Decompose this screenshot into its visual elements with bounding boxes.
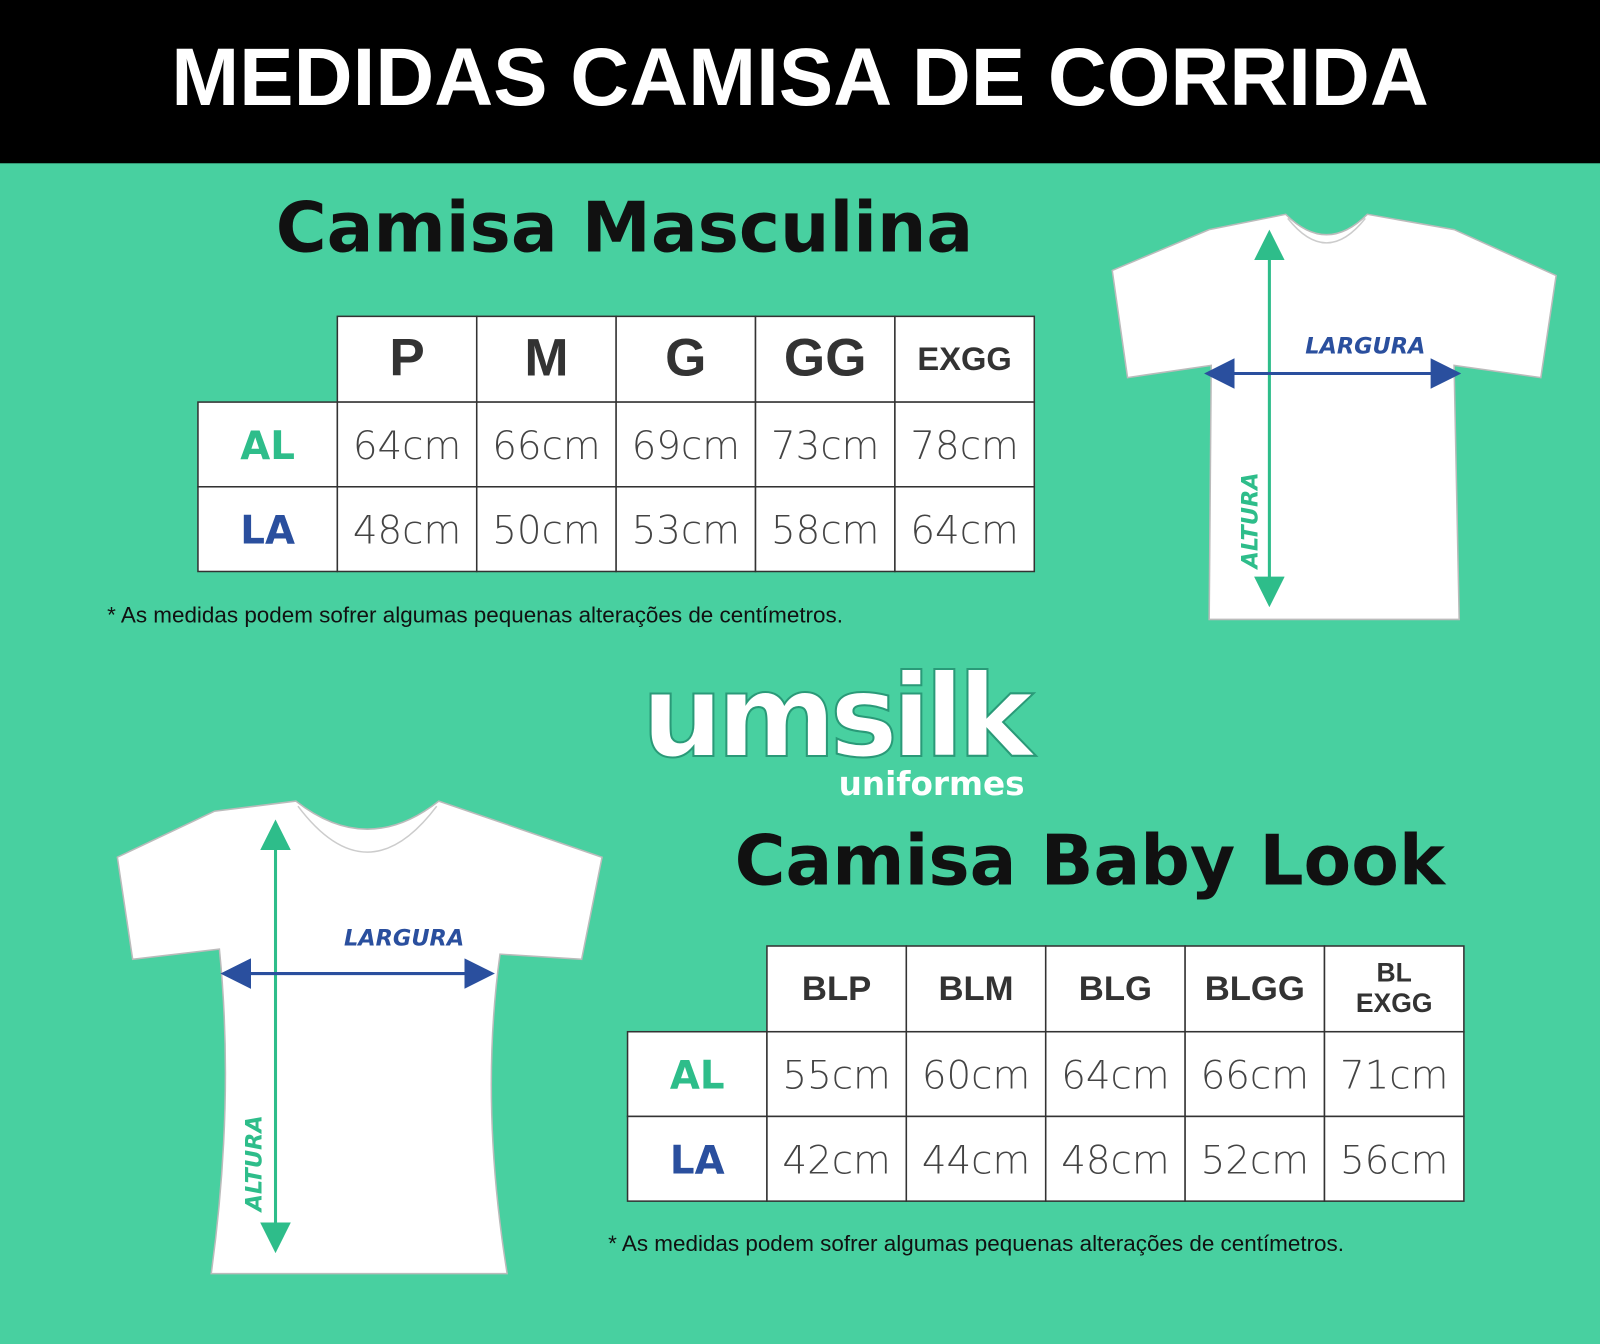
- height-label: ALTURA: [1238, 472, 1264, 570]
- measurement: 58cm: [771, 509, 879, 554]
- value-cell: [615, 486, 757, 573]
- width-label: LARGURA: [344, 925, 464, 951]
- measurement: 73cm: [771, 424, 879, 469]
- logo-tagline: uniformes: [839, 765, 1025, 803]
- header-cell: [754, 315, 896, 403]
- value-cell: [1044, 1115, 1186, 1202]
- value-cell: [1044, 1030, 1186, 1118]
- shirt-diagram-men: LARGURA ALTURA: [1111, 213, 1557, 621]
- measurement: 50cm: [492, 509, 600, 554]
- measurement: 44cm: [922, 1138, 1030, 1183]
- header-title: MEDIDAS CAMISA DE CORRIDA: [171, 32, 1429, 123]
- measurement: 55cm: [782, 1054, 890, 1099]
- header-cell: [615, 315, 757, 403]
- measurement: 64cm: [910, 509, 1018, 554]
- footnote: * As medidas podem sofrer algumas pequen…: [608, 1231, 1344, 1256]
- measurement: 64cm: [353, 424, 461, 469]
- column-label: P: [389, 328, 424, 387]
- column-label: G: [665, 328, 706, 387]
- row-label: LA: [670, 1138, 725, 1183]
- measurement: 53cm: [632, 509, 740, 554]
- column-label: BLG: [1079, 970, 1152, 1008]
- header-cell: [1044, 945, 1186, 1033]
- measurement: 56cm: [1340, 1138, 1448, 1183]
- column-label: BL EXGG: [1356, 958, 1433, 1019]
- column-label: EXGG: [917, 340, 1011, 377]
- section-title: Camisa Masculina: [276, 189, 973, 269]
- header-cell: [905, 945, 1047, 1033]
- measurement: 71cm: [1340, 1054, 1448, 1099]
- column-label: M: [524, 328, 568, 387]
- value-cell: [905, 1030, 1047, 1118]
- value-cell: [475, 486, 617, 573]
- value-cell: [1323, 1115, 1465, 1202]
- measurement: 64cm: [1061, 1054, 1169, 1099]
- logo: umsilk: [642, 650, 1037, 783]
- footnote: * As medidas podem sofrer algumas pequen…: [107, 602, 843, 627]
- header-cell: [475, 315, 617, 403]
- measurement: 78cm: [910, 424, 1018, 469]
- shirt-diagram-women: LARGURA ALTURA: [116, 800, 603, 1275]
- measurement: 66cm: [492, 424, 600, 469]
- row-label: AL: [670, 1054, 725, 1099]
- value-cell: [894, 486, 1036, 573]
- value-cell: [1184, 1115, 1326, 1202]
- height-label: ALTURA: [242, 1115, 268, 1213]
- header-cell: [1184, 945, 1326, 1033]
- measurement: 69cm: [632, 424, 740, 469]
- measurement: 42cm: [782, 1138, 890, 1183]
- value-cell: [766, 1030, 908, 1118]
- value-cell: [336, 486, 478, 573]
- value-cell: [1323, 1030, 1465, 1118]
- column-label: BLM: [938, 970, 1013, 1008]
- column-label: BLP: [802, 970, 871, 1008]
- measurement: 48cm: [1061, 1138, 1169, 1183]
- header-cell: [894, 315, 1036, 403]
- measurement: 66cm: [1201, 1054, 1309, 1099]
- header-bar: [0, 0, 1600, 164]
- value-cell: [905, 1115, 1047, 1202]
- row-label-cell: [197, 486, 339, 573]
- width-label: LARGURA: [1305, 333, 1425, 359]
- measurement: 60cm: [922, 1054, 1030, 1099]
- value-cell: [894, 401, 1036, 488]
- measurement: 52cm: [1201, 1138, 1309, 1183]
- row-label: AL: [240, 424, 295, 469]
- column-label: BLGG: [1205, 970, 1305, 1008]
- row-label-cell: [197, 401, 339, 488]
- row-label: LA: [240, 509, 295, 554]
- section-title: Camisa Baby Look: [735, 821, 1447, 901]
- column-label: GG: [784, 328, 867, 387]
- value-cell: [754, 486, 896, 573]
- measurement: 48cm: [353, 509, 461, 554]
- header-cell: [1323, 945, 1465, 1033]
